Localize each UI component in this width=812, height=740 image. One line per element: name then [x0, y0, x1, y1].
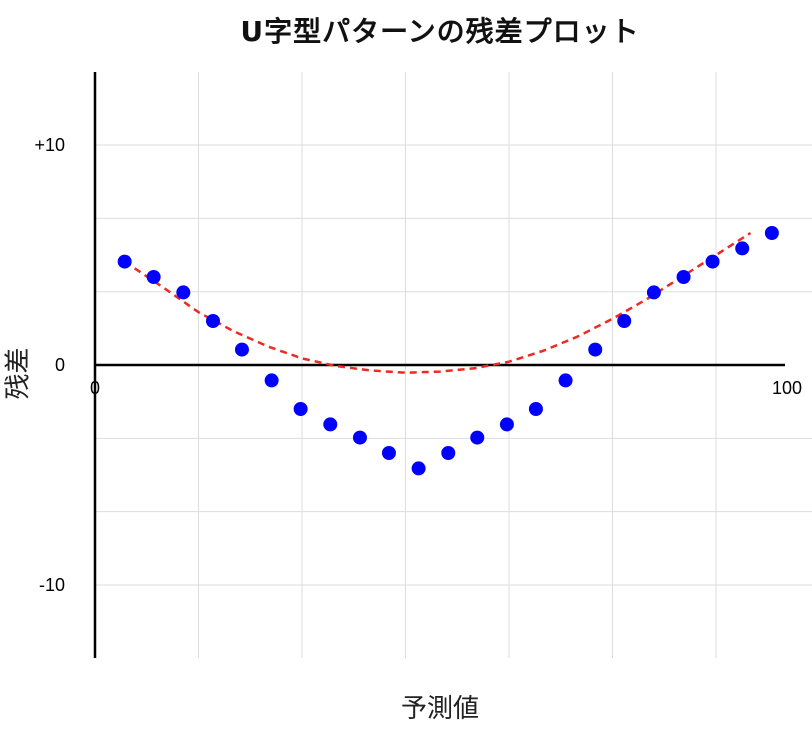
data-point	[528, 402, 543, 416]
y-tick-label: +10	[34, 135, 65, 155]
data-point	[205, 314, 220, 328]
data-point	[470, 430, 485, 445]
data-point	[499, 417, 514, 432]
data-point	[441, 446, 456, 460]
data-point	[264, 373, 279, 388]
data-point	[352, 430, 367, 445]
x-tick-label: 0	[90, 378, 100, 398]
data-point	[293, 402, 308, 416]
data-point	[558, 373, 573, 388]
data-point	[176, 285, 191, 300]
data-point	[676, 270, 691, 284]
y-axis-label: 残差	[3, 347, 34, 400]
data-point	[588, 342, 603, 357]
data-point	[381, 446, 396, 460]
axes	[93, 72, 785, 658]
data-point	[323, 417, 338, 432]
trend-line-path	[124, 231, 752, 374]
data-point	[617, 314, 632, 328]
x-axis-label: 予測値	[400, 694, 479, 724]
data-point	[646, 285, 661, 300]
trend-line	[124, 231, 752, 374]
data-points	[117, 226, 779, 476]
x-tick-label: 100	[772, 378, 802, 398]
data-point	[764, 226, 779, 240]
data-point	[411, 461, 426, 476]
data-point	[117, 254, 132, 269]
data-point	[705, 254, 720, 269]
y-tick-label: -10	[39, 575, 65, 595]
data-point	[146, 270, 161, 284]
y-tick-label: 0	[55, 355, 65, 375]
tick-labels: +10 0 -10 0 100	[34, 135, 802, 595]
data-point	[735, 241, 750, 256]
data-point	[234, 342, 249, 357]
chart-title: U字型パターンの残差プロット	[240, 15, 640, 48]
